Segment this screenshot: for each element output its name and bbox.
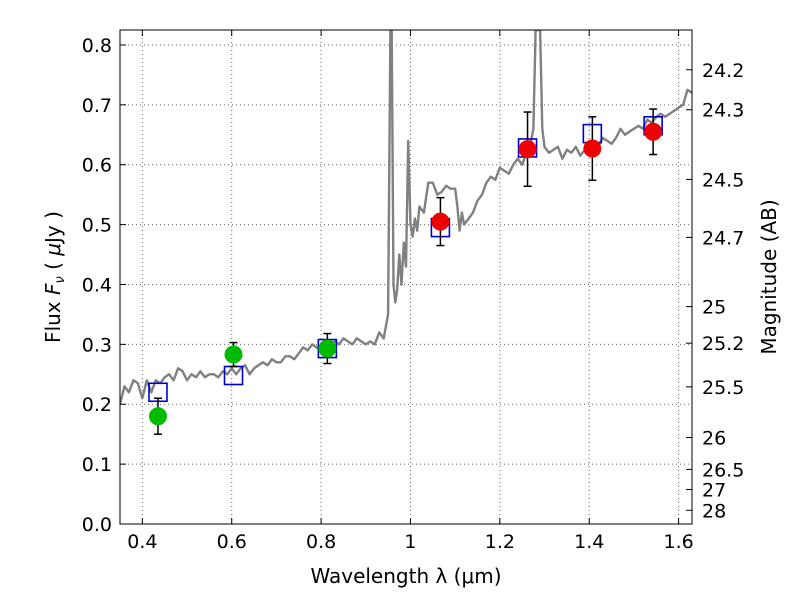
spectrum-line bbox=[120, 30, 692, 405]
y-tick-label: 0.3 bbox=[82, 334, 112, 356]
y-tick-label: 0.2 bbox=[82, 394, 112, 416]
red-data-point bbox=[583, 139, 602, 158]
y-tick-label: 0.0 bbox=[82, 514, 112, 536]
y-tick-label: 0.5 bbox=[82, 215, 112, 237]
data-markers bbox=[148, 108, 663, 435]
grid bbox=[120, 30, 692, 524]
x-tick-label: 1.2 bbox=[485, 531, 515, 553]
x-tick-label: 1 bbox=[404, 531, 416, 553]
magnitude-tick-label: 24.2 bbox=[702, 60, 744, 82]
x-axis-label: Wavelength λ (μm) bbox=[310, 564, 501, 588]
magnitude-axis-label: Magnitude (AB) bbox=[757, 199, 781, 354]
magnitude-tick-label: 25.5 bbox=[702, 377, 744, 399]
green-data-point bbox=[318, 339, 337, 358]
magnitude-tick-label: 26.5 bbox=[702, 459, 744, 481]
magnitude-tick-label: 25 bbox=[702, 297, 726, 319]
x-tick-label: 0.8 bbox=[306, 531, 336, 553]
magnitude-tick-label: 27 bbox=[702, 480, 726, 502]
red-data-point bbox=[431, 212, 450, 231]
y-tick-label: 0.8 bbox=[82, 35, 112, 57]
red-data-point bbox=[518, 140, 537, 159]
spectrum-series bbox=[120, 30, 692, 405]
y-tick-label: 0.1 bbox=[82, 454, 112, 476]
x-tick-label: 1.4 bbox=[574, 531, 604, 553]
magnitude-tick-label: 26 bbox=[702, 427, 726, 449]
x-ticks: 0.4 0.6 0.8 1 1.2 1.4 1.6 bbox=[127, 30, 694, 553]
green-data-point bbox=[224, 345, 243, 364]
y-ticks: 0.0 0.1 0.2 0.3 0.4 0.5 0.6 0.7 0.8 bbox=[82, 35, 126, 536]
green-data-point bbox=[148, 407, 167, 426]
y-tick-label: 0.6 bbox=[82, 155, 112, 177]
magnitude-tick-label: 24.3 bbox=[702, 100, 744, 122]
x-tick-label: 1.6 bbox=[663, 531, 693, 553]
magnitude-tick-label: 24.7 bbox=[702, 227, 744, 249]
x-tick-label: 0.6 bbox=[217, 531, 247, 553]
magnitude-tick-label: 28 bbox=[702, 500, 726, 522]
y-tick-label: 0.7 bbox=[82, 95, 112, 117]
magnitude-tick-label: 25.2 bbox=[702, 333, 744, 355]
plot-frame bbox=[119, 29, 693, 525]
y-tick-label: 0.4 bbox=[82, 274, 112, 296]
x-tick-label: 0.4 bbox=[127, 531, 157, 553]
red-data-point bbox=[644, 122, 663, 141]
magnitude-tick-label: 24.5 bbox=[702, 169, 744, 191]
y-axis-label: Flux Fν ( μJy ) bbox=[41, 211, 68, 343]
